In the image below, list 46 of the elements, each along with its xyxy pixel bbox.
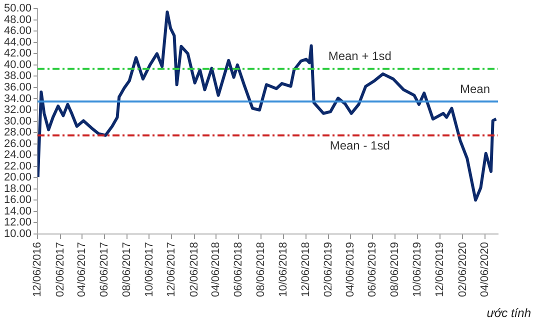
x-tick-label: 12/06/2018 bbox=[300, 242, 312, 298]
y-tick-label: 22.00 bbox=[4, 160, 32, 172]
x-tick-label: 04/06/2019 bbox=[344, 242, 356, 298]
x-tick-label: 12/06/2016 bbox=[32, 242, 44, 298]
y-tick-label: 28.00 bbox=[4, 126, 32, 139]
x-tick-label: 08/06/2017 bbox=[120, 242, 133, 298]
y-tick-label: 36.00 bbox=[4, 82, 32, 94]
ref-line-label: Mean bbox=[460, 82, 490, 96]
x-tick-label: 04/06/2017 bbox=[76, 242, 88, 298]
y-tick-label: 34.00 bbox=[4, 92, 32, 105]
x-tick-label: 12/06/2019 bbox=[434, 242, 446, 298]
y-tick-label: 46.00 bbox=[4, 25, 32, 38]
x-tick-label: 06/06/2019 bbox=[366, 242, 379, 298]
ref-line-label: Mean - 1sd bbox=[330, 138, 390, 153]
y-tick-label: 20.00 bbox=[4, 172, 32, 184]
x-tick-label: 04/06/2018 bbox=[210, 242, 222, 298]
y-tick-label: 26.00 bbox=[4, 138, 32, 150]
x-tick-label: 06/06/2017 bbox=[98, 242, 110, 298]
x-tick-label: 10/06/2018 bbox=[277, 242, 290, 298]
x-tick-label: 02/06/2020 bbox=[456, 242, 469, 298]
y-tick-label: 42.00 bbox=[4, 48, 32, 60]
y-tick-label: 14.00 bbox=[4, 205, 32, 218]
x-tick-label: 08/06/2019 bbox=[389, 242, 402, 298]
x-tick-label: 12/06/2017 bbox=[166, 242, 178, 298]
y-tick-label: 24.00 bbox=[4, 149, 32, 162]
y-tick-label: 32.00 bbox=[4, 104, 32, 116]
text: ước tính bbox=[486, 306, 531, 320]
x-tick-label: 06/06/2018 bbox=[232, 242, 245, 298]
y-tick-label: 10.00 bbox=[4, 228, 32, 240]
y-tick-label: 16.00 bbox=[4, 194, 32, 206]
y-tick-label: 18.00 bbox=[4, 182, 32, 195]
x-tick-label: 02/06/2017 bbox=[54, 242, 66, 298]
x-tick-label: 10/06/2017 bbox=[143, 242, 156, 298]
y-tick-label: 48.00 bbox=[4, 14, 32, 26]
y-tick-label: 38.00 bbox=[4, 70, 32, 82]
y-tick-label: 30.00 bbox=[4, 115, 32, 128]
x-tick-label: 02/06/2018 bbox=[188, 242, 200, 298]
y-tick-label: 44.00 bbox=[4, 36, 32, 48]
x-tick-label: 10/06/2019 bbox=[412, 242, 424, 298]
ref-line-label: Mean + 1sd bbox=[328, 49, 392, 64]
y-tick-label: 50.00 bbox=[4, 2, 32, 15]
x-tick-label: 02/06/2019 bbox=[322, 242, 335, 298]
x-tick-label: 08/06/2018 bbox=[254, 242, 267, 298]
y-tick-label: 40.00 bbox=[4, 58, 32, 71]
x-tick-label: 04/06/2020 bbox=[478, 242, 491, 298]
y-tick-label: 12.00 bbox=[4, 216, 32, 229]
